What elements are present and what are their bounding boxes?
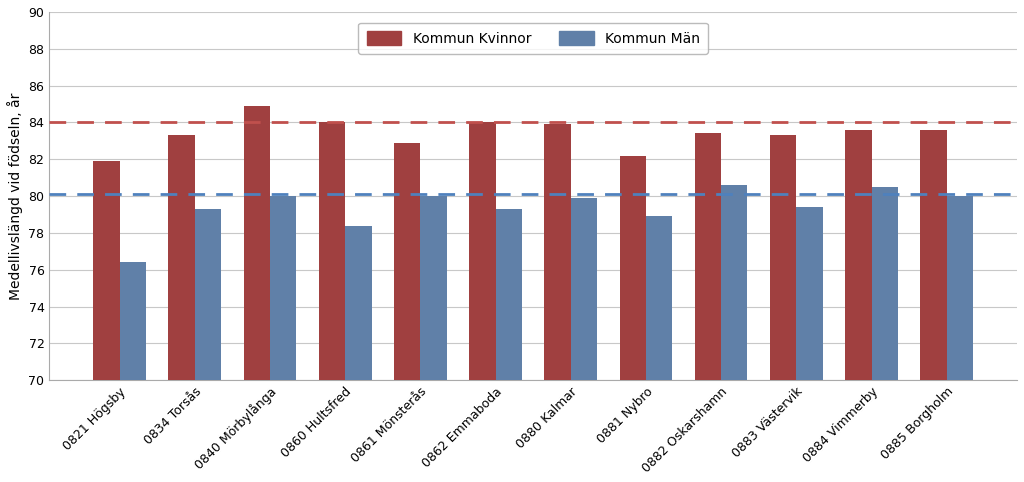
Bar bbox=[270, 196, 296, 380]
Bar bbox=[195, 209, 221, 380]
Bar bbox=[620, 156, 646, 380]
Bar bbox=[120, 262, 146, 380]
Bar bbox=[695, 134, 721, 380]
Bar bbox=[921, 130, 947, 380]
Bar bbox=[770, 135, 797, 380]
Bar bbox=[345, 226, 372, 380]
Bar bbox=[169, 135, 195, 380]
Bar bbox=[570, 198, 597, 380]
Legend: Kommun Kvinnor, Kommun Män: Kommun Kvinnor, Kommun Män bbox=[358, 23, 708, 54]
Bar bbox=[421, 196, 446, 380]
Bar bbox=[721, 185, 748, 380]
Bar bbox=[646, 216, 673, 380]
Bar bbox=[871, 187, 898, 380]
Bar bbox=[545, 124, 570, 380]
Bar bbox=[93, 161, 120, 380]
Bar bbox=[947, 196, 973, 380]
Y-axis label: Medellivslängd vid födseln, år: Medellivslängd vid födseln, år bbox=[7, 93, 23, 300]
Bar bbox=[845, 130, 871, 380]
Bar bbox=[244, 106, 270, 380]
Bar bbox=[496, 209, 522, 380]
Bar bbox=[394, 143, 421, 380]
Bar bbox=[469, 122, 496, 380]
Bar bbox=[318, 122, 345, 380]
Bar bbox=[797, 207, 822, 380]
